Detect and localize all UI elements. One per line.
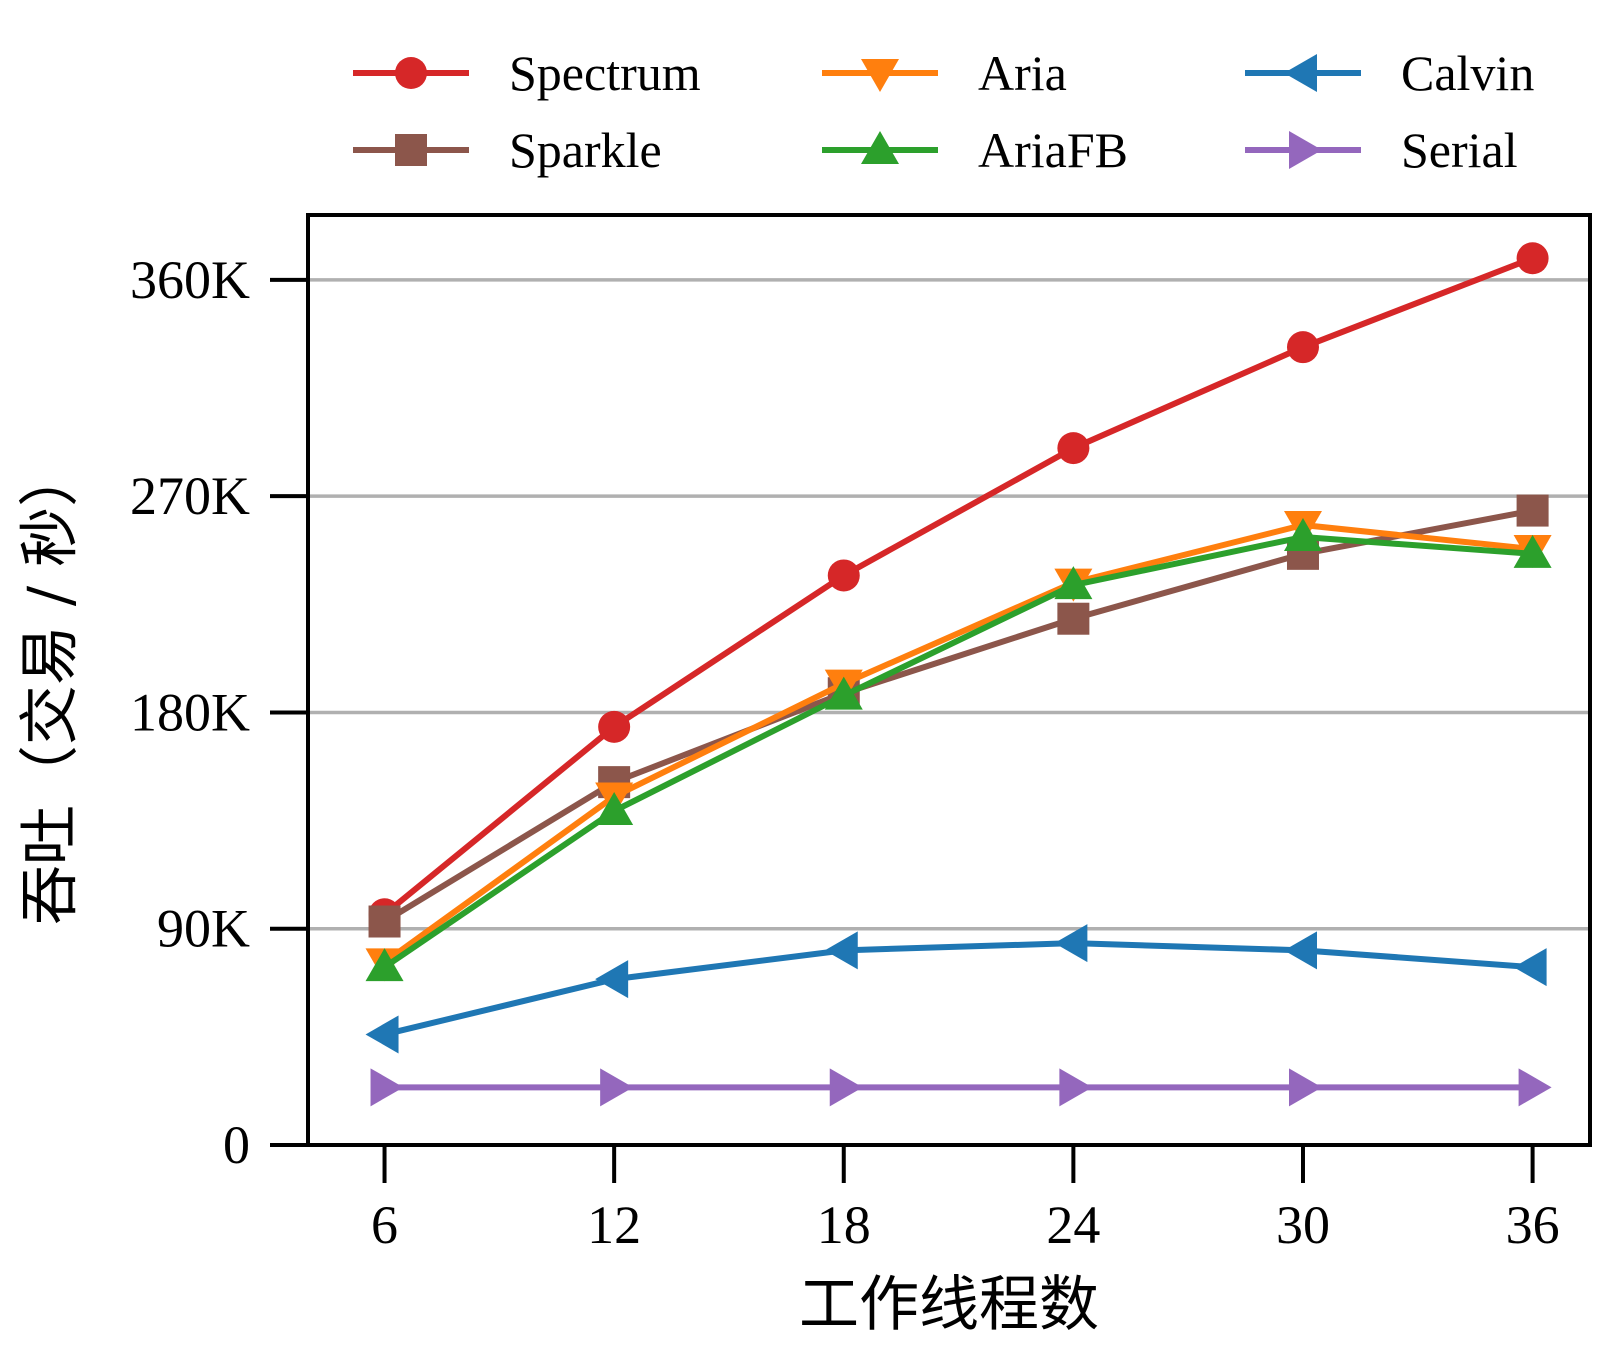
legend-entry-sparkle: Sparkle [353, 122, 662, 178]
series-line [382, 507, 1534, 925]
data-point [595, 960, 629, 999]
x-tick-label: 18 [817, 1195, 871, 1255]
legend-label: Spectrum [509, 45, 701, 101]
series-sparkle [368, 494, 1549, 938]
legend-entry-spectrum: Spectrum [353, 45, 701, 101]
legend-entry-serial: Serial [1245, 122, 1518, 178]
data-point [1286, 331, 1319, 364]
series-calvin [365, 924, 1547, 1054]
y-axis: 0 90K 180K 270K 360K [130, 250, 308, 1175]
legend-label: AriaFB [978, 122, 1128, 178]
data-point [365, 1015, 399, 1054]
data-point [1059, 1068, 1093, 1107]
series-line [383, 940, 1533, 1038]
legend-entry-aria: Aria [822, 45, 1067, 101]
data-point [1513, 948, 1547, 987]
legend-label: Sparkle [509, 122, 662, 178]
data-point [824, 676, 863, 710]
legend-label: Aria [978, 45, 1067, 101]
data-point [1283, 518, 1322, 552]
series-line [382, 522, 1533, 965]
legend-label: Serial [1401, 122, 1518, 178]
x-tick-label: 24 [1046, 1195, 1100, 1255]
data-point [365, 948, 404, 982]
y-tick-label: 360K [130, 250, 250, 310]
data-point [368, 905, 401, 938]
data-point [827, 559, 860, 592]
series-serial [370, 1068, 1552, 1107]
data-point [1057, 602, 1090, 635]
data-point [1057, 432, 1090, 465]
data-point [1516, 242, 1549, 275]
legend-entry-ariafb: AriaFB [822, 122, 1128, 178]
data-point [1054, 924, 1088, 963]
y-tick-label: 0 [223, 1115, 250, 1175]
legend-entry-calvin: Calvin [1245, 45, 1534, 101]
legend-marker [861, 59, 899, 92]
data-point [824, 931, 858, 970]
legend-marker [861, 131, 899, 164]
data-point [1283, 931, 1317, 970]
x-tick-label: 36 [1506, 1195, 1560, 1255]
x-axis-title: 工作线程数 [799, 1270, 1099, 1340]
x-tick-label: 30 [1276, 1195, 1330, 1255]
data-point [1054, 566, 1093, 600]
y-tick-label: 270K [130, 466, 250, 526]
series-line [382, 534, 1533, 970]
legend: Spectrum Sparkle Aria AriaFB Calvin Serial [353, 45, 1534, 178]
data-point [595, 791, 634, 825]
legend-marker [395, 57, 427, 89]
data-point [1288, 1068, 1322, 1107]
series-ariafb [365, 518, 1552, 982]
legend-label: Calvin [1401, 45, 1534, 101]
series-aria [365, 511, 1552, 982]
data-point [1518, 1068, 1552, 1107]
x-tick-label: 12 [587, 1195, 641, 1255]
series-line [382, 255, 1534, 917]
x-axis: 6 12 18 24 30 36 [371, 1145, 1560, 1255]
y-tick-label: 90K [157, 899, 250, 959]
legend-marker [1289, 131, 1322, 169]
data-point [1513, 534, 1552, 568]
plot-frame [306, 213, 1592, 1147]
data-point [1516, 494, 1549, 527]
y-tick-label: 180K [130, 682, 250, 742]
data-point [829, 1068, 863, 1107]
gridlines [308, 278, 1590, 931]
y-axis-title: 吞吐（交易 / 秒） [16, 447, 86, 925]
data-point [598, 710, 631, 743]
data-point [600, 1068, 634, 1107]
x-tick-label: 6 [371, 1195, 398, 1255]
data-point [370, 1068, 404, 1107]
legend-marker [395, 134, 427, 166]
legend-marker [1284, 54, 1317, 92]
series-group [365, 242, 1552, 1107]
